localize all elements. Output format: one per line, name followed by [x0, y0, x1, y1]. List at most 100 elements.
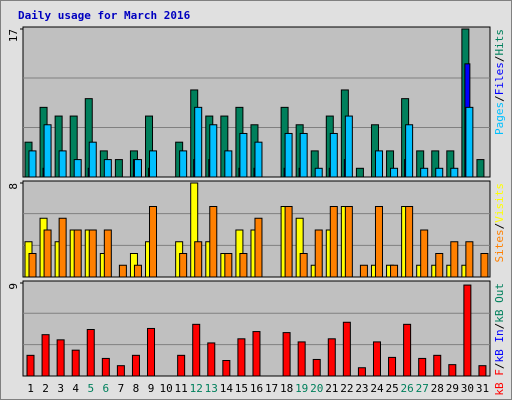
legend-entry: Hits — [493, 29, 506, 56]
bar — [56, 339, 65, 377]
x-tick-label: 30 — [461, 382, 474, 395]
legend-entry: kB Out — [493, 283, 506, 323]
bar — [73, 159, 82, 178]
bar — [222, 360, 231, 377]
legend-entry: kB In — [493, 329, 506, 362]
bar — [344, 206, 353, 278]
legend-entry: kB F — [493, 369, 506, 396]
bar — [224, 150, 233, 178]
bar — [131, 354, 140, 377]
bar — [463, 284, 472, 377]
bar — [374, 150, 383, 178]
bar — [133, 264, 142, 278]
bar — [28, 253, 37, 278]
bar — [433, 354, 442, 377]
x-tick-label: 28 — [431, 382, 444, 395]
x-tick-label: 8 — [133, 382, 140, 395]
bar — [374, 206, 383, 278]
bar — [179, 150, 188, 178]
bar — [420, 229, 429, 278]
x-tick-label: 2 — [42, 382, 49, 395]
x-tick-label: 20 — [310, 382, 323, 395]
bar — [88, 229, 97, 278]
bar — [312, 358, 321, 377]
x-tick-label: 1 — [27, 382, 34, 395]
bar — [372, 341, 381, 377]
bar — [239, 253, 248, 278]
bar — [359, 264, 368, 278]
x-tick-label: 4 — [72, 382, 79, 395]
bar — [224, 253, 233, 278]
bar — [252, 331, 261, 377]
legend-separator: / — [493, 323, 506, 330]
legend-separator: / — [493, 363, 506, 370]
bar — [299, 253, 308, 278]
bar — [43, 124, 52, 178]
bar — [209, 206, 218, 278]
bar — [476, 159, 485, 178]
legend-entry: Pages — [493, 102, 506, 135]
bar — [329, 132, 338, 178]
x-tick-label: 25 — [385, 382, 398, 395]
legend: Pages/Files/Hits — [493, 29, 506, 135]
legend-separator: / — [493, 223, 506, 230]
x-tick-label: 13 — [205, 382, 218, 395]
bar — [103, 229, 112, 278]
bar — [41, 334, 50, 377]
bar — [465, 106, 474, 178]
x-tick-label: 9 — [148, 382, 155, 395]
x-tick-label: 23 — [355, 382, 368, 395]
bar — [478, 365, 487, 377]
legend-entry: Visits — [493, 183, 506, 223]
x-tick-label: 16 — [250, 382, 263, 395]
bar — [103, 159, 112, 178]
bar — [179, 253, 188, 278]
x-tick-label: 24 — [370, 382, 384, 395]
bar — [254, 141, 263, 178]
bar — [435, 253, 444, 278]
bar — [435, 167, 444, 178]
bar — [448, 364, 457, 377]
bar — [177, 354, 186, 377]
bar — [418, 357, 427, 377]
legend-separator: / — [493, 95, 506, 102]
bar — [403, 323, 412, 377]
bar — [314, 229, 323, 278]
bar — [405, 124, 414, 178]
bar — [116, 365, 125, 377]
x-tick-label: 12 — [190, 382, 203, 395]
legend-separator: / — [493, 56, 506, 63]
bar — [327, 338, 336, 377]
bar — [114, 159, 123, 178]
x-tick-label: 21 — [325, 382, 338, 395]
x-tick-label: 31 — [476, 382, 489, 395]
bar — [207, 342, 216, 377]
bar — [314, 167, 323, 178]
bar — [420, 167, 429, 178]
bar — [239, 132, 248, 178]
x-tick-label: 27 — [416, 382, 429, 395]
bar — [254, 217, 263, 278]
x-tick-label: 11 — [175, 382, 188, 395]
bar — [480, 253, 489, 278]
bar — [26, 354, 35, 377]
bar — [282, 332, 291, 377]
bar — [118, 264, 127, 278]
bar — [284, 206, 293, 278]
bar — [58, 150, 67, 178]
bar — [405, 206, 414, 278]
x-tick-label: 18 — [280, 382, 293, 395]
x-tick-label: 7 — [118, 382, 125, 395]
bar — [390, 167, 399, 178]
legend-entry: Files — [493, 62, 506, 95]
x-tick-label: 15 — [235, 382, 248, 395]
x-tick-label: 29 — [446, 382, 459, 395]
bar — [329, 206, 338, 278]
bar — [71, 349, 80, 377]
bar — [450, 167, 459, 178]
bar — [237, 338, 246, 377]
bar — [194, 106, 203, 178]
bar — [28, 150, 37, 178]
bar — [88, 141, 97, 178]
